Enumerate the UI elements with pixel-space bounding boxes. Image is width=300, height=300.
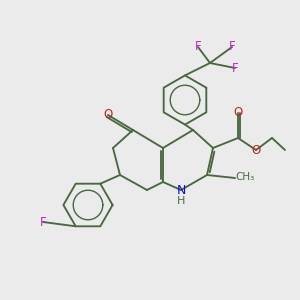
Text: N: N bbox=[176, 184, 186, 196]
Text: F: F bbox=[40, 215, 46, 229]
Text: F: F bbox=[229, 40, 235, 53]
Text: O: O bbox=[233, 106, 243, 119]
Text: F: F bbox=[195, 40, 201, 53]
Text: F: F bbox=[232, 61, 238, 74]
Text: O: O bbox=[251, 143, 261, 157]
Text: CH₃: CH₃ bbox=[236, 172, 255, 182]
Text: O: O bbox=[103, 109, 112, 122]
Text: H: H bbox=[177, 196, 185, 206]
